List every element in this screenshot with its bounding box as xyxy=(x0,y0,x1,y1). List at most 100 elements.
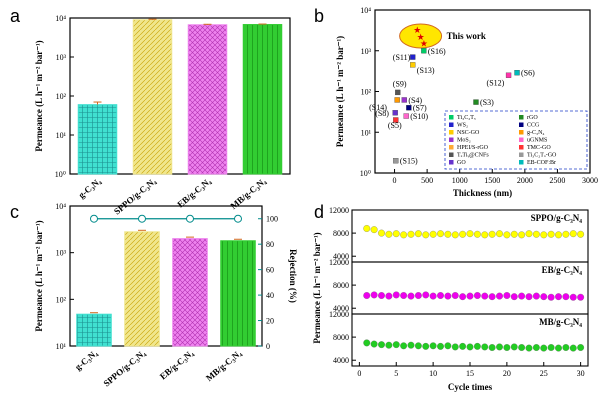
rejection-point xyxy=(234,214,242,223)
y-tick-label: 10⁴ xyxy=(55,202,66,211)
data-point xyxy=(385,292,393,300)
data-point xyxy=(503,231,511,239)
y-tick-label: 4000 xyxy=(333,252,349,261)
x-tick-label: 0 xyxy=(393,176,397,185)
bar xyxy=(124,231,160,347)
x-tick-label: 5 xyxy=(394,369,398,378)
point-label: (S3) xyxy=(480,98,494,107)
y-tick-label: 4000 xyxy=(333,356,349,365)
data-point xyxy=(422,231,430,239)
data-point xyxy=(421,48,427,54)
panel-label-c: c xyxy=(10,202,19,222)
x-tick-label: MB/g-C₃N₄ xyxy=(204,348,244,383)
legend-marker xyxy=(449,137,454,142)
data-point xyxy=(378,292,385,299)
bar xyxy=(187,24,228,175)
panel-label-b: b xyxy=(314,6,324,26)
data-point xyxy=(514,70,520,76)
data-point xyxy=(459,293,467,301)
data-point xyxy=(518,292,526,300)
bar xyxy=(132,19,173,175)
data-point xyxy=(555,293,562,301)
data-point xyxy=(395,89,401,96)
this-work-label: This work xyxy=(447,31,486,41)
x-tick-label: 2000 xyxy=(517,176,533,185)
x-tick-label: EB/g-C₃N₄ xyxy=(158,348,196,382)
x-tick-label: SPPO/g-C₃N₄ xyxy=(101,348,147,389)
x-axis-label: Thickness (nm) xyxy=(453,188,512,198)
y-tick-label: 10⁴ xyxy=(55,14,66,23)
data-point xyxy=(378,341,385,349)
data-point xyxy=(473,230,481,238)
data-point xyxy=(518,231,526,239)
data-point xyxy=(370,226,378,234)
data-point xyxy=(510,293,518,301)
legend-box xyxy=(444,110,588,170)
bar xyxy=(242,24,283,175)
y-tick-label: 10² xyxy=(361,88,372,97)
data-point xyxy=(496,230,503,238)
data-point xyxy=(400,292,408,299)
x-tick-label: g-C₃N₄ xyxy=(77,176,103,200)
point-label: (S5) xyxy=(388,121,402,130)
y-tick-label: 10⁰ xyxy=(360,169,371,178)
data-point xyxy=(370,291,378,299)
data-point xyxy=(444,292,452,300)
data-point xyxy=(547,293,555,301)
legend-label: NSC-GO xyxy=(457,130,480,136)
y-tick-label: 10¹ xyxy=(361,128,372,137)
data-point xyxy=(577,344,585,351)
subplot-name: SPPO/g-C₃N₄ xyxy=(531,213,583,223)
y2-tick-label: 100 xyxy=(266,215,278,224)
this-work-star: ★ xyxy=(420,39,428,49)
data-point xyxy=(429,230,437,238)
data-point xyxy=(569,293,577,301)
x-tick-label: 2500 xyxy=(549,176,565,185)
data-point xyxy=(547,344,555,351)
y-axis-label: Permeance (L h⁻¹ m⁻² bar⁻¹) xyxy=(312,232,322,343)
y-tick-label: 8000 xyxy=(333,281,349,290)
data-point xyxy=(422,291,430,299)
legend-marker xyxy=(519,160,524,165)
data-point xyxy=(385,230,393,238)
y-tick-label: 10³ xyxy=(361,47,372,56)
data-point xyxy=(532,344,540,351)
data-point xyxy=(429,342,437,350)
panel-label-d: d xyxy=(314,202,324,222)
data-point xyxy=(429,292,437,300)
data-point xyxy=(466,230,474,238)
data-point xyxy=(555,231,562,239)
legend-marker xyxy=(449,152,454,157)
data-point xyxy=(403,113,409,119)
data-point xyxy=(400,231,408,239)
chart-a: 10⁰ 10¹ 10² 10³ 10⁴ Permeance (L h⁻¹ m⁻² bar⁻… xyxy=(34,14,291,217)
legend-label: g-C₃N₄ xyxy=(527,130,545,136)
data-point xyxy=(562,293,570,301)
data-point xyxy=(532,230,540,238)
x-tick-label: 0 xyxy=(357,369,361,378)
data-point xyxy=(481,292,489,300)
point-label: (S6) xyxy=(521,69,535,78)
chart-b: 10⁰ 10¹ 10² 10³ 10⁴ 0 500 1000 1500 2000 2500 3000 T… xyxy=(335,6,598,198)
legend-marker xyxy=(449,122,454,127)
data-point xyxy=(363,292,371,299)
data-point xyxy=(407,230,415,238)
point-label: (S12) xyxy=(487,78,505,87)
data-point xyxy=(555,344,562,352)
data-point xyxy=(481,343,489,351)
data-point xyxy=(473,292,481,299)
legend-marker xyxy=(519,137,524,142)
x-tick-label: 30 xyxy=(577,369,585,378)
this-work-star: ★ xyxy=(413,25,421,35)
x-tick-label: 1500 xyxy=(484,176,500,185)
data-point xyxy=(569,344,577,352)
legend-marker xyxy=(519,152,524,157)
y2-tick-label: 20 xyxy=(266,317,274,326)
data-point xyxy=(444,230,452,238)
legend-label: HPEI/S-rGO xyxy=(457,145,489,151)
legend-label: uGNMS xyxy=(527,138,547,144)
subplot-name: MB/g-C₃N₄ xyxy=(539,317,582,327)
legend-label: WS₂ xyxy=(457,123,468,129)
rejection-point xyxy=(90,214,98,223)
y-tick-label: 10¹ xyxy=(56,131,67,140)
